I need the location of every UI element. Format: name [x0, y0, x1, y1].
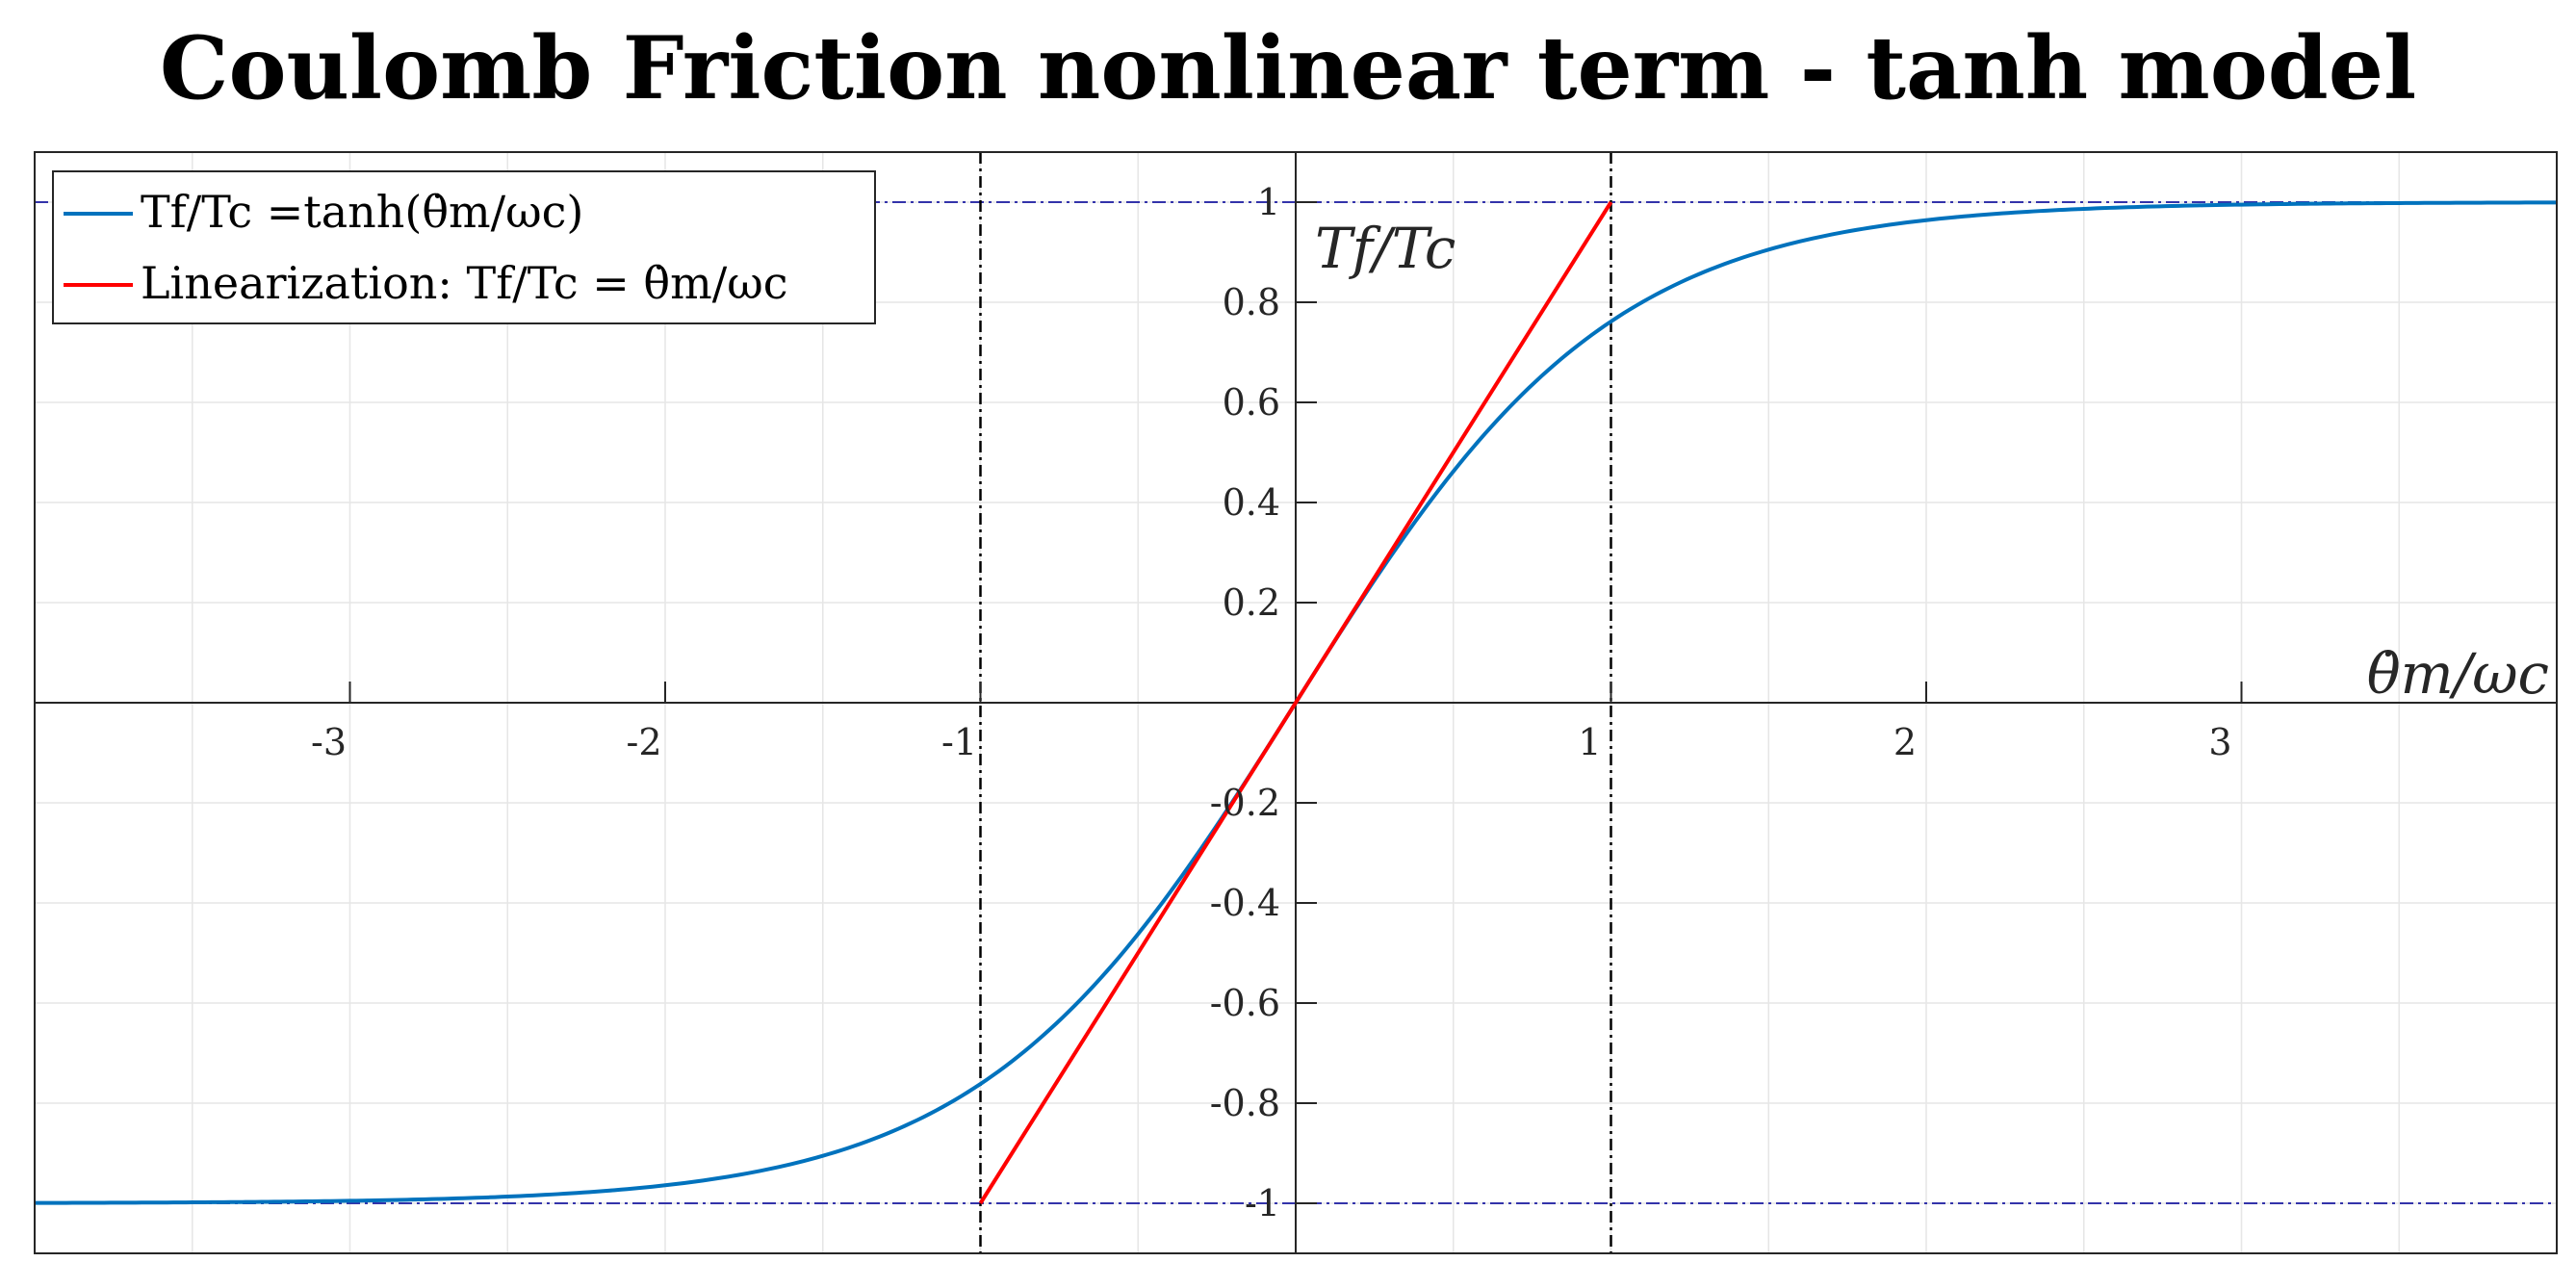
legend-entry-tanh: Tf/Tc =tanh(θ̇m/ωc): [54, 180, 874, 247]
y-axis-label: Tf/Tc: [1315, 216, 1455, 281]
series-line-linearization: [978, 200, 1613, 1205]
y-tick-label: -0.6: [1210, 982, 1280, 1024]
x-tick-label: -1: [941, 721, 977, 763]
x-axis-label-text: θ̇m/ωc: [2367, 641, 2549, 707]
y-tick-label: -0.4: [1210, 882, 1280, 924]
legend-swatch-linearization: [64, 283, 133, 287]
x-tick-label: -2: [626, 721, 661, 763]
y-tick-label: 0.6: [1223, 381, 1280, 424]
x-tick-label: 2: [1893, 721, 1917, 763]
y-tick-label: 1: [1257, 181, 1280, 223]
legend: Tf/Tc =tanh(θ̇m/ωc) Linearization: Tf/Tc…: [52, 170, 876, 324]
chart-title: Coulomb Friction nonlinear term - tanh m…: [159, 17, 2417, 119]
y-tick-label: 0.8: [1223, 281, 1280, 323]
plot-frame: [34, 151, 2558, 1254]
y-tick-label: 0.2: [1223, 581, 1280, 624]
legend-entry-linearization: Linearization: Tf/Tc = θ̇m/ωc: [54, 251, 874, 319]
legend-swatch-tanh: [64, 212, 133, 216]
y-tick-label: 0.4: [1223, 481, 1280, 524]
y-tick-label: -0.8: [1210, 1082, 1280, 1124]
y-tick-label: -1: [1245, 1182, 1280, 1224]
y-axis-label-text: Tf/Tc: [1315, 216, 1455, 281]
legend-label-linearization: Linearization: Tf/Tc = θ̇m/ωc: [141, 257, 788, 309]
x-tick-label: 1: [1578, 721, 1601, 763]
tick-labels: -3 -2 -1 1 2 3 -1 -0.8 -0.6 -0.4 -0.2 0.2 0.4 0.6 0.8 1: [311, 181, 2232, 1224]
legend-label-tanh: Tf/Tc =tanh(θ̇m/ωc): [141, 186, 584, 238]
series-group: [34, 200, 2558, 1205]
x-tick-label: 3: [2208, 721, 2231, 763]
y-tick-label: -0.2: [1210, 782, 1280, 824]
x-tick-label: -3: [311, 721, 347, 763]
x-axis-label: θ̇m/ωc: [2367, 641, 2549, 707]
